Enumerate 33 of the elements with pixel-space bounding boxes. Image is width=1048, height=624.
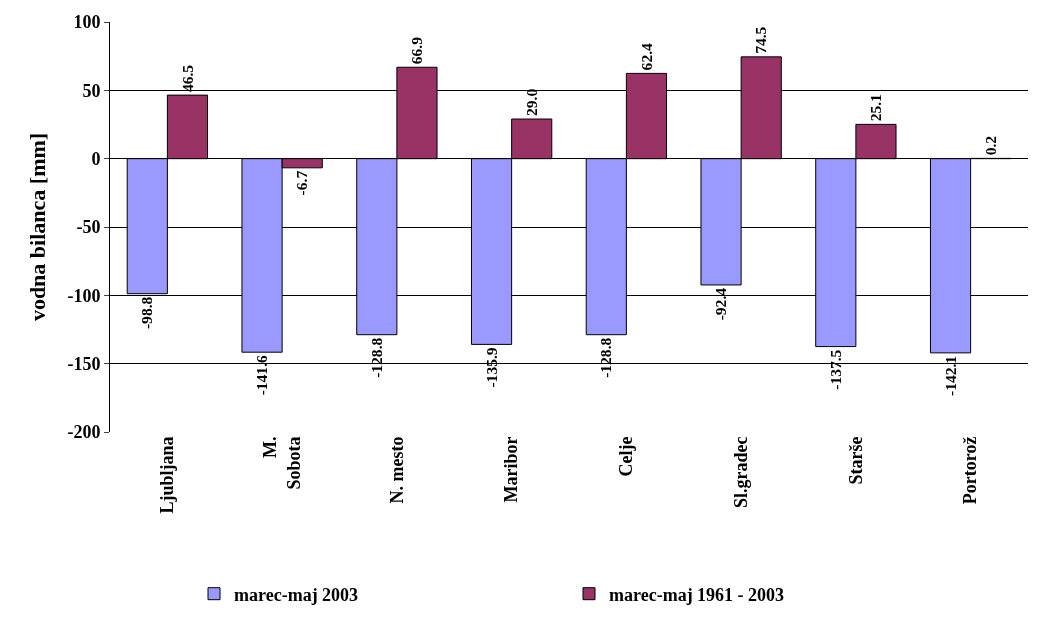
data-label: -98.8: [138, 296, 156, 330]
data-label: -142.1: [941, 355, 959, 397]
data-label: -135.9: [482, 347, 500, 388]
legend-label: marec-maj 1961 - 2003: [609, 584, 785, 605]
data-label: 0.2: [981, 135, 999, 156]
x-tick-label: Celje: [616, 436, 637, 477]
data-label: -141.6: [253, 354, 271, 396]
data-label: -92.4: [712, 287, 730, 321]
y-tick-label: -200: [67, 422, 101, 443]
y-tick-label: -100: [67, 285, 101, 306]
x-tick-label: N. mesto: [386, 436, 407, 504]
x-tick-label: M. Sobota: [260, 436, 304, 490]
x-tick-label: Starše: [845, 436, 866, 485]
data-label: -128.8: [367, 337, 385, 378]
data-label: 46.5: [178, 64, 196, 93]
x-tick-label: Portorož: [960, 436, 981, 505]
data-label: 25.1: [867, 94, 885, 122]
legend-label: marec-maj 2003: [234, 584, 359, 605]
data-label: 62.4: [637, 42, 655, 71]
y-tick-label: 50: [82, 80, 101, 101]
y-tick-label: -150: [67, 353, 101, 374]
x-tick-label: Ljubljana: [157, 436, 178, 514]
y-tick-label: 0: [91, 148, 101, 169]
data-label: -137.5: [826, 349, 844, 390]
x-tick-label: Maribor: [501, 436, 522, 503]
data-label: 74.5: [752, 26, 770, 54]
y-axis-title: vodna bilanca [mm]: [25, 132, 51, 322]
data-label: -6.7: [293, 170, 311, 196]
data-label: 66.9: [408, 36, 426, 65]
data-label: -128.8: [597, 337, 615, 378]
y-tick-label: 100: [73, 12, 101, 33]
y-tick-label: -50: [76, 217, 101, 238]
x-tick-label: Sl.gradec: [730, 436, 751, 509]
